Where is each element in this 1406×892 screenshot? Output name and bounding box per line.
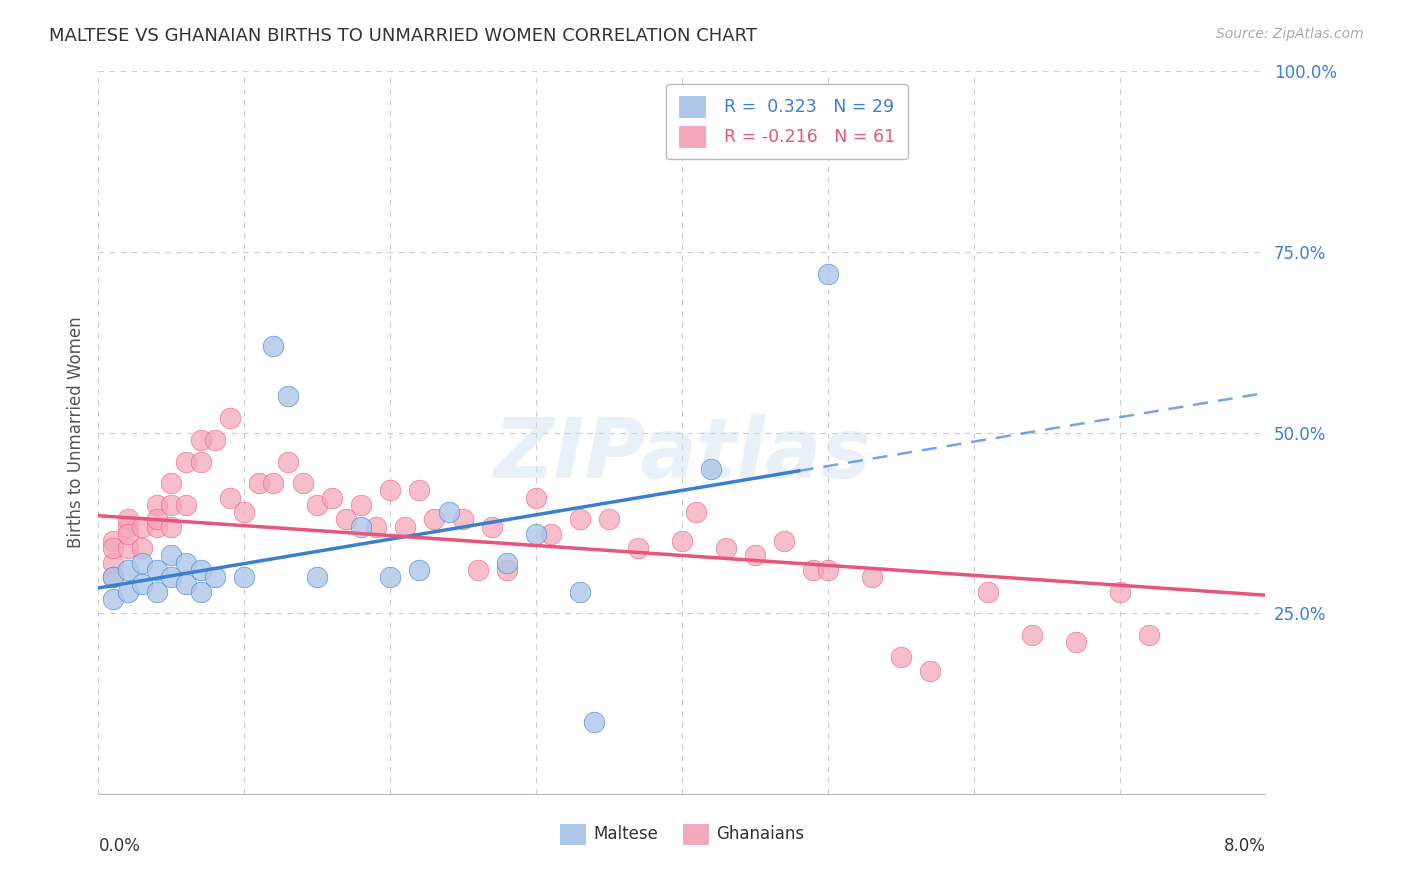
Point <box>117 519 139 533</box>
Point <box>204 433 226 447</box>
Point <box>685 505 707 519</box>
Point <box>364 519 387 533</box>
Point <box>218 411 240 425</box>
Point <box>117 584 139 599</box>
Point <box>700 462 723 476</box>
Legend: Maltese, Ghanaians: Maltese, Ghanaians <box>553 817 811 851</box>
Point <box>307 570 329 584</box>
Point <box>160 498 183 512</box>
Point <box>408 483 430 498</box>
Point <box>190 454 212 468</box>
Point <box>262 339 284 353</box>
Point <box>117 541 139 556</box>
Point <box>101 570 124 584</box>
Point <box>204 570 226 584</box>
Point <box>437 505 460 519</box>
Point <box>233 570 256 584</box>
Point <box>496 563 519 577</box>
Point <box>160 570 183 584</box>
Point <box>190 563 212 577</box>
Point <box>101 533 124 548</box>
Point <box>890 649 912 664</box>
Point <box>174 454 197 468</box>
Point <box>394 519 416 533</box>
Point <box>817 563 839 577</box>
Point <box>160 519 183 533</box>
Point <box>277 389 299 403</box>
Point <box>1021 628 1043 642</box>
Point <box>451 512 474 526</box>
Point <box>1137 628 1160 642</box>
Point <box>408 563 430 577</box>
Point <box>101 570 124 584</box>
Point <box>117 512 139 526</box>
Point <box>598 512 620 526</box>
Point <box>247 476 270 491</box>
Point <box>714 541 737 556</box>
Point <box>540 526 562 541</box>
Point <box>174 498 197 512</box>
Point <box>174 577 197 591</box>
Text: ZIPatlas: ZIPatlas <box>494 414 870 495</box>
Point <box>524 491 547 505</box>
Point <box>321 491 343 505</box>
Point <box>146 512 169 526</box>
Point <box>496 556 519 570</box>
Point <box>146 519 169 533</box>
Point <box>350 519 373 533</box>
Point <box>101 541 124 556</box>
Point <box>174 556 197 570</box>
Point <box>860 570 883 584</box>
Point <box>583 714 606 729</box>
Point <box>671 533 693 548</box>
Point <box>131 556 153 570</box>
Point <box>335 512 357 526</box>
Point <box>380 483 402 498</box>
Point <box>307 498 329 512</box>
Point <box>291 476 314 491</box>
Point <box>627 541 650 556</box>
Point <box>744 549 766 563</box>
Point <box>568 512 591 526</box>
Y-axis label: Births to Unmarried Women: Births to Unmarried Women <box>66 317 84 549</box>
Point <box>423 512 446 526</box>
Point <box>190 433 212 447</box>
Point <box>146 563 169 577</box>
Point <box>801 563 824 577</box>
Point <box>117 526 139 541</box>
Point <box>233 505 256 519</box>
Point <box>160 476 183 491</box>
Point <box>131 519 153 533</box>
Point <box>918 664 941 678</box>
Text: Source: ZipAtlas.com: Source: ZipAtlas.com <box>1216 27 1364 41</box>
Point <box>817 267 839 281</box>
Point <box>131 577 153 591</box>
Point <box>218 491 240 505</box>
Point <box>380 570 402 584</box>
Point <box>568 584 591 599</box>
Point <box>977 584 1000 599</box>
Point <box>190 584 212 599</box>
Point <box>277 454 299 468</box>
Point <box>262 476 284 491</box>
Point <box>1064 635 1087 649</box>
Point <box>773 533 796 548</box>
Text: 0.0%: 0.0% <box>98 838 141 855</box>
Point <box>101 556 124 570</box>
Point <box>131 541 153 556</box>
Point <box>481 519 503 533</box>
Text: MALTESE VS GHANAIAN BIRTHS TO UNMARRIED WOMEN CORRELATION CHART: MALTESE VS GHANAIAN BIRTHS TO UNMARRIED … <box>49 27 758 45</box>
Text: 8.0%: 8.0% <box>1223 838 1265 855</box>
Point <box>146 584 169 599</box>
Point <box>146 498 169 512</box>
Point <box>467 563 489 577</box>
Point <box>1108 584 1130 599</box>
Point <box>117 563 139 577</box>
Point <box>101 591 124 606</box>
Point <box>350 498 373 512</box>
Point <box>524 526 547 541</box>
Point <box>160 549 183 563</box>
